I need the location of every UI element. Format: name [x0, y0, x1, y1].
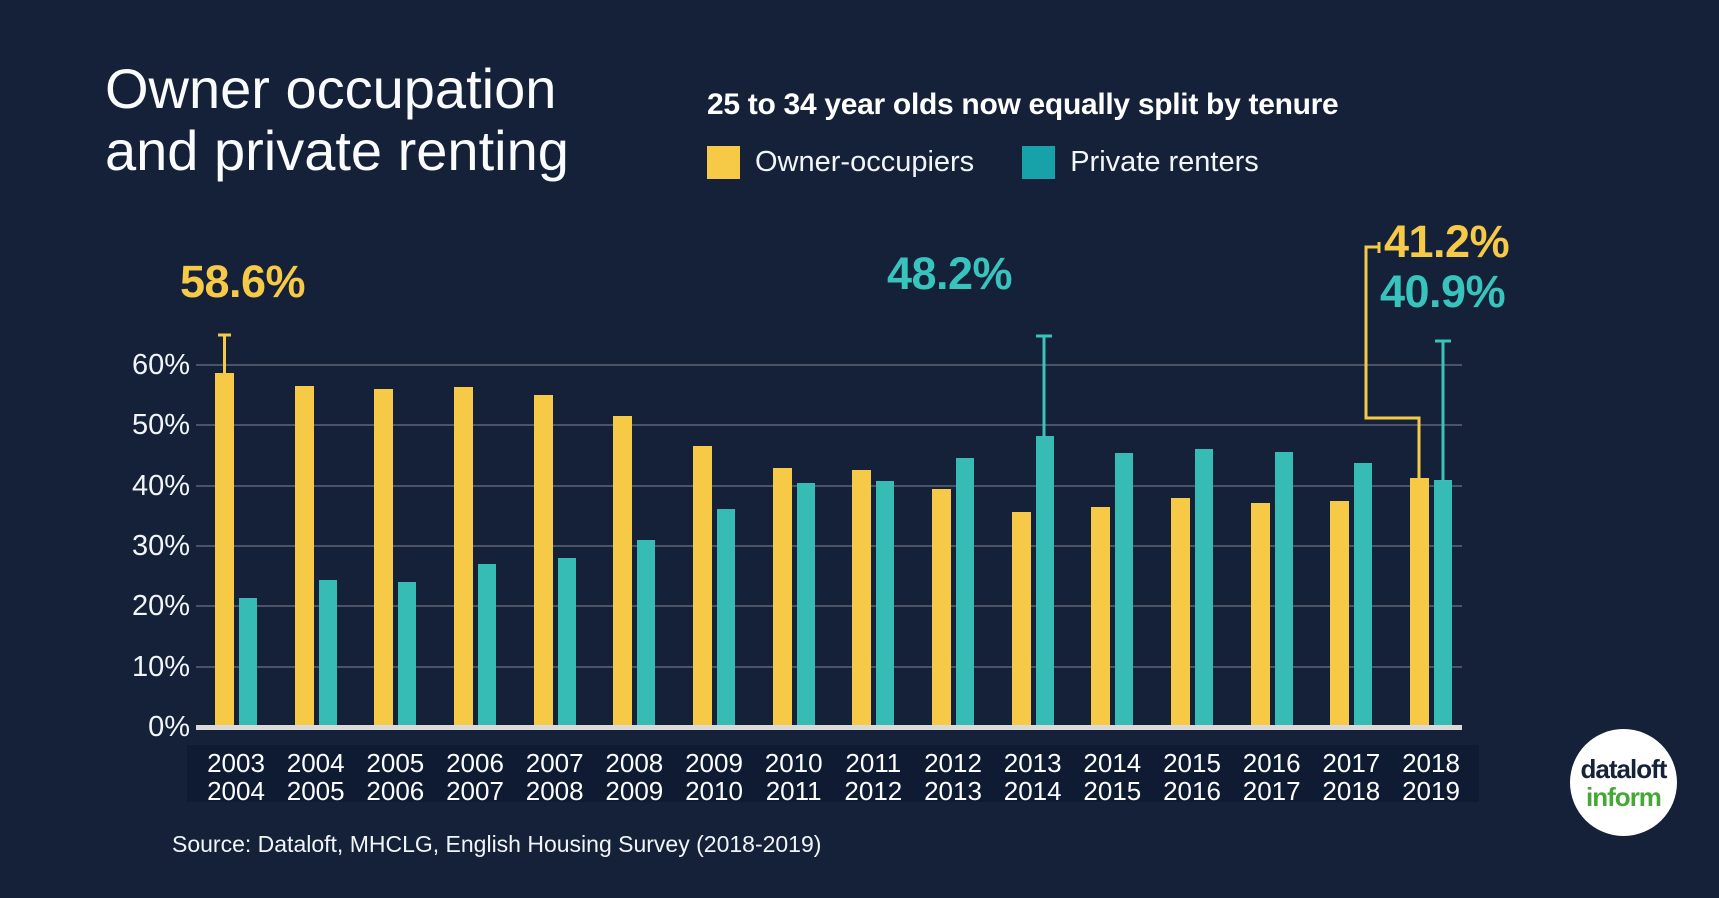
y-axis-tick-50%: 50%	[131, 409, 190, 442]
y-axis-tick-40%: 40%	[131, 469, 190, 502]
x-axis-label-band	[187, 745, 1479, 802]
legend-swatch-icon	[1022, 146, 1056, 179]
bar-owner-occupiers-2013-2014	[1011, 511, 1031, 727]
bar-owner-occupiers-2005-2006	[374, 389, 394, 727]
legend-item-owner-occupiers: Owner-occupiers	[707, 146, 974, 179]
x-axis-label-2008-2009: 2008 2009	[605, 748, 664, 806]
x-axis-label-2014-2015: 2014 2015	[1083, 748, 1142, 806]
x-axis-label-2016-2017: 2016 2017	[1242, 748, 1301, 806]
x-axis-label-2003-2004: 2003 2004	[207, 748, 265, 806]
bar-private-renters-2013-2014	[1035, 436, 1054, 727]
x-axis-label-2012-2013: 2012 2013	[924, 748, 982, 806]
x-axis-label-2018-2019: 2018 2019	[1402, 748, 1460, 806]
callout-41.2%: 41.2%	[1384, 216, 1510, 267]
y-axis-tick-10%: 10%	[131, 650, 190, 683]
x-axis-label-2004-2005: 2004 2005	[286, 748, 345, 806]
logo-inform-text: inform	[1586, 781, 1662, 812]
dataloft-inform-logo: dataloft inform	[1570, 729, 1677, 836]
bar-private-renters-2009-2010	[717, 508, 735, 727]
callout-58.6%: 58.6%	[179, 256, 306, 307]
bar-private-renters-2005-2006	[398, 582, 417, 727]
bar-owner-occupiers-2016-2017	[1250, 502, 1270, 727]
chart-subtitle: 25 to 34 year olds now equally split by …	[707, 88, 1339, 121]
legend-label: Private renters	[1070, 146, 1259, 178]
bar-private-renters-2014-2015	[1115, 453, 1134, 727]
x-axis-label-2006-2007: 2006 2007	[446, 748, 504, 806]
bar-owner-occupiers-2018-2019	[1410, 478, 1429, 727]
x-axis-label-2015-2016: 2015 2016	[1163, 748, 1221, 806]
gridline-20%	[196, 605, 1462, 608]
callout-48.2%: 48.2%	[886, 248, 1013, 299]
bar-private-renters-2011-2012	[876, 481, 895, 727]
source-attribution: Source: Dataloft, MHCLG, English Housing…	[172, 831, 822, 857]
gridline-40%	[196, 484, 1462, 487]
y-axis-tick-0%: 0%	[148, 711, 190, 743]
chart-legend: Owner-occupiers Private renters	[707, 146, 1259, 179]
bar-private-renters-2010-2011	[796, 483, 815, 727]
bar-private-renters-2016-2017	[1274, 451, 1293, 727]
bar-private-renters-2004-2005	[318, 580, 337, 727]
bar-private-renters-2012-2013	[956, 457, 974, 727]
bar-owner-occupiers-2010-2011	[772, 467, 792, 727]
bar-private-renters-2003-2004	[239, 598, 257, 727]
bar-owner-occupiers-2009-2010	[693, 446, 712, 727]
x-axis-label-2010-2011: 2010 2011	[764, 748, 823, 806]
bar-private-renters-2017-2018	[1354, 462, 1373, 727]
bar-private-renters-2008-2009	[637, 539, 656, 727]
legend-swatch-icon	[707, 146, 740, 179]
gridline-50%	[196, 424, 1462, 427]
bar-owner-occupiers-2017-2018	[1330, 500, 1350, 727]
gridline-30%	[196, 545, 1462, 547]
bar-owner-occupiers-2014-2015	[1091, 506, 1111, 727]
bar-private-renters-2007-2008	[557, 558, 576, 727]
x-axis-label-2009-2010: 2009 2010	[685, 748, 743, 806]
y-axis-tick-30%: 30%	[131, 530, 190, 562]
bar-owner-occupiers-2011-2012	[852, 469, 872, 727]
x-axis-baseline	[196, 725, 1462, 730]
bar-owner-occupiers-2004-2005	[294, 386, 314, 727]
x-axis-label-2011-2012: 2011 2012	[844, 748, 903, 806]
y-axis-tick-20%: 20%	[131, 590, 190, 623]
legend-label: Owner-occupiers	[755, 146, 975, 178]
callout-40.9%: 40.9%	[1380, 266, 1506, 317]
logo-dataloft-text: dataloft	[1580, 753, 1668, 784]
gridline-10%	[196, 665, 1462, 668]
page-title: Owner occupation and private renting	[105, 57, 569, 182]
y-axis-tick-60%: 60%	[131, 349, 190, 381]
x-axis-label-2005-2006: 2005 2006	[366, 748, 425, 806]
bar-private-renters-2018-2019	[1434, 480, 1452, 727]
bar-private-renters-2006-2007	[478, 564, 496, 727]
bar-private-renters-2015-2016	[1195, 449, 1213, 727]
bar-owner-occupiers-2015-2016	[1171, 497, 1190, 727]
x-axis-label-2017-2018: 2017 2018	[1322, 748, 1381, 806]
x-axis-label-2007-2008: 2007 2008	[525, 748, 584, 806]
bar-owner-occupiers-2008-2009	[613, 416, 633, 727]
bar-owner-occupiers-2007-2008	[533, 395, 553, 727]
legend-item-private-renters: Private renters	[1022, 146, 1259, 179]
x-axis-label-2013-2014: 2013 2014	[1003, 748, 1062, 806]
bar-owner-occupiers-2006-2007	[454, 386, 473, 727]
bar-owner-occupiers-2012-2013	[932, 489, 951, 727]
bar-owner-occupiers-2003-2004	[215, 373, 234, 727]
gridline-60%	[196, 364, 1462, 366]
